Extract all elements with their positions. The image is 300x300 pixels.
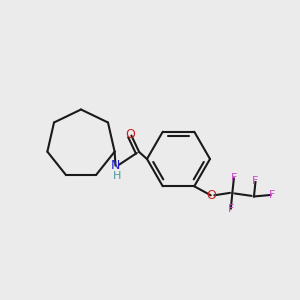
Text: O: O (206, 189, 216, 202)
Text: H: H (113, 171, 121, 181)
Text: F: F (231, 172, 237, 183)
Text: F: F (228, 204, 234, 214)
Text: N: N (111, 159, 120, 172)
Text: F: F (269, 190, 275, 200)
Text: O: O (126, 128, 135, 141)
Text: F: F (252, 176, 259, 186)
